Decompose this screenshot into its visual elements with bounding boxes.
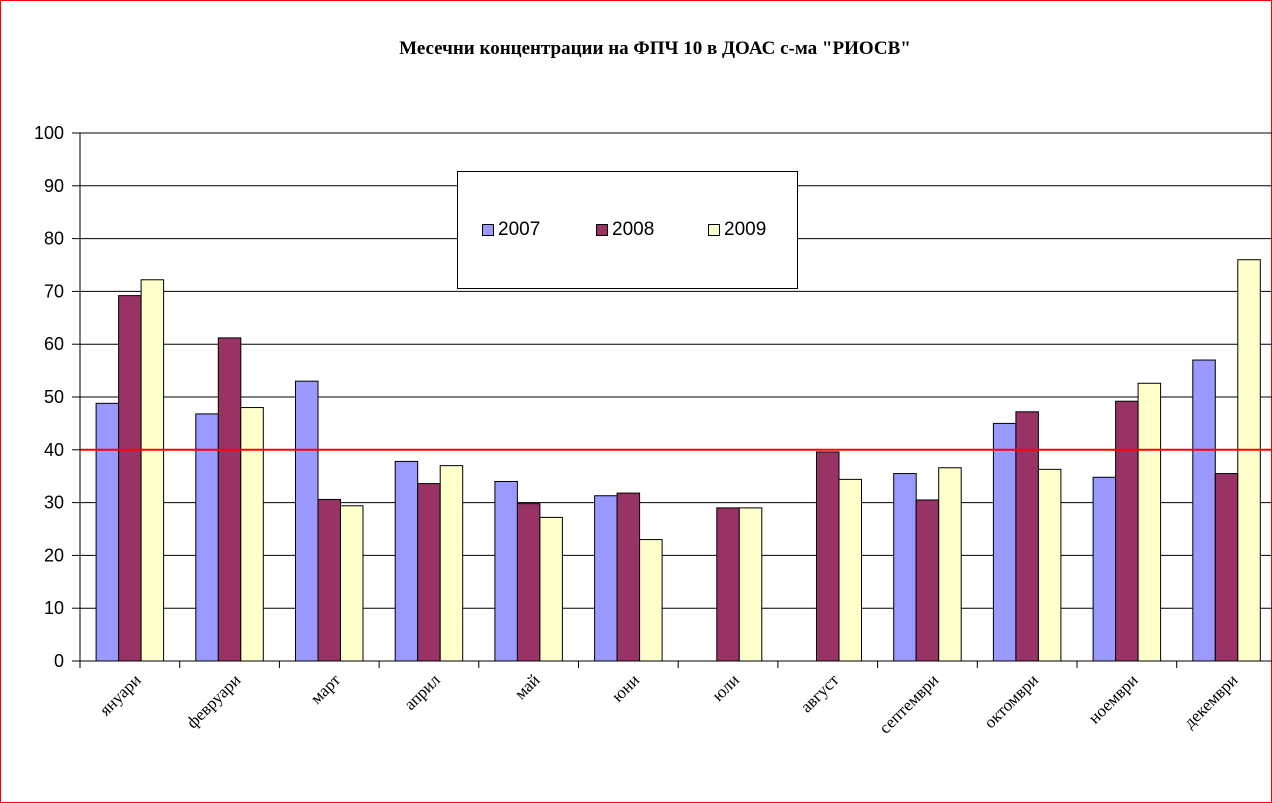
legend-swatch-2008 — [596, 224, 608, 236]
bar-2007-ноември — [1093, 477, 1116, 661]
bar-2009-март — [341, 506, 364, 661]
x-tick-label: ноември — [1085, 670, 1142, 727]
bar-2009-ноември — [1138, 383, 1161, 661]
y-tick-label: 70 — [44, 281, 64, 301]
bar-2007-септември — [894, 474, 917, 661]
y-tick-label: 100 — [34, 123, 64, 143]
bar-2008-февруари — [218, 338, 241, 661]
bar-2007-декември — [1193, 360, 1216, 661]
legend-label-2008: 2008 — [612, 219, 654, 241]
bars — [96, 260, 1260, 661]
y-tick-label: 0 — [54, 651, 64, 671]
x-tick-labels: януари февруари март април май юни юли август се… — [80, 661, 1272, 737]
bar-2008-декември — [1215, 474, 1238, 661]
bar-2009-януари — [141, 280, 164, 661]
legend-label-2009: 2009 — [724, 219, 766, 241]
bar-2008-юни — [617, 493, 640, 661]
bar-2008-януари — [119, 296, 142, 661]
legend: 2007 2008 2009 — [457, 171, 798, 289]
x-tick-label: януари — [96, 670, 145, 719]
y-tick-label: 90 — [44, 176, 64, 196]
bar-2009-април — [440, 466, 463, 661]
legend-label-2007: 2007 — [498, 219, 540, 241]
bar-2009-май — [540, 517, 563, 661]
bar-2007-март — [296, 381, 319, 661]
x-tick-label: февруари — [183, 670, 245, 732]
bar-2007-май — [495, 481, 518, 661]
legend-item-2009: 2009 — [708, 219, 766, 241]
x-tick-label: април — [400, 670, 444, 714]
bar-2007-януари — [96, 403, 119, 661]
legend-item-2007: 2007 — [482, 219, 540, 241]
bar-2008-май — [517, 504, 540, 661]
y-tick-label: 20 — [44, 545, 64, 565]
bar-2008-август — [817, 452, 840, 661]
y-tick-label: 10 — [44, 598, 64, 618]
legend-swatch-2007 — [482, 224, 494, 236]
x-tick-label: септември — [875, 670, 942, 737]
bar-2007-април — [395, 461, 418, 661]
x-tick-label: юли — [708, 670, 743, 705]
bar-2008-юли — [717, 508, 740, 661]
bar-2007-февруари — [196, 414, 219, 661]
y-tick-label: 80 — [44, 229, 64, 249]
y-tick-label: 40 — [44, 440, 64, 460]
bar-2008-ноември — [1116, 401, 1139, 661]
bar-2008-април — [418, 484, 441, 661]
bar-2009-юни — [640, 540, 663, 661]
bar-2009-август — [839, 479, 862, 661]
x-tick-label: август — [797, 670, 843, 716]
bar-2009-октомври — [1038, 469, 1061, 661]
bar-2007-юни — [595, 496, 618, 661]
bar-2009-септември — [939, 468, 962, 661]
bar-2009-февруари — [241, 408, 263, 661]
bar-2009-декември — [1238, 260, 1261, 661]
y-tick-labels: 0 10 20 30 40 50 60 70 80 90 100 — [34, 123, 80, 671]
bar-2009-юли — [739, 508, 762, 661]
y-tick-label: 50 — [44, 387, 64, 407]
y-tick-label: 30 — [44, 493, 64, 513]
bar-2008-септември — [916, 500, 939, 661]
legend-swatch-2009 — [708, 224, 720, 236]
legend-item-2008: 2008 — [596, 219, 654, 241]
bar-2007-октомври — [993, 423, 1016, 661]
x-tick-label: март — [307, 670, 345, 708]
x-tick-label: октомври — [980, 670, 1042, 732]
x-tick-label: май — [511, 670, 544, 703]
bar-2008-март — [318, 499, 341, 661]
y-tick-label: 60 — [44, 334, 64, 354]
x-tick-label: юни — [608, 670, 643, 705]
x-tick-label: декември — [1180, 670, 1241, 731]
